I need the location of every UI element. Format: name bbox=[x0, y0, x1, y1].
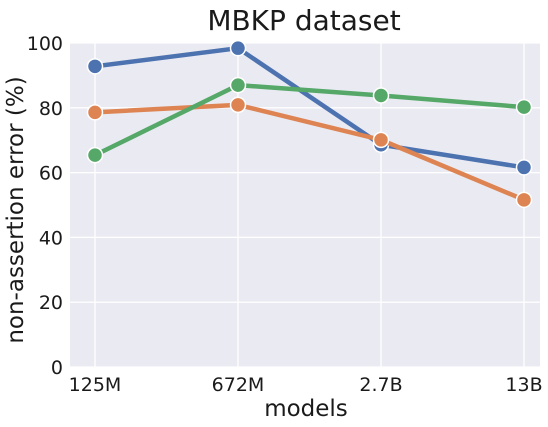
x-tick-label: 125M bbox=[69, 374, 122, 396]
y-tick-label: 100 bbox=[27, 33, 63, 55]
series-line bbox=[92, 45, 527, 170]
x-tick-label: 672M bbox=[212, 374, 265, 396]
x-tick-label: 13B bbox=[505, 374, 542, 396]
data-point bbox=[515, 159, 533, 176]
data-point bbox=[515, 191, 533, 209]
data-point bbox=[86, 58, 104, 75]
data-point bbox=[515, 98, 533, 116]
x-axis-label: models bbox=[264, 396, 348, 422]
y-axis-label: non-assertion error (%) bbox=[3, 76, 29, 343]
y-tick-label: 20 bbox=[39, 292, 63, 314]
y-tick-labels: 0 20 40 60 80 100 bbox=[27, 33, 63, 379]
x-tick-labels: 125M 672M 2.7B 13B bbox=[69, 374, 543, 396]
y-tick-label: 0 bbox=[51, 357, 63, 379]
y-tick-label: 80 bbox=[39, 98, 63, 120]
data-point bbox=[86, 146, 104, 164]
y-tick-label: 60 bbox=[39, 163, 63, 185]
y-tick-label: 40 bbox=[39, 227, 63, 249]
series-2 bbox=[86, 96, 533, 209]
data-point bbox=[372, 131, 390, 149]
series-line bbox=[92, 102, 527, 203]
plot-background bbox=[70, 43, 540, 367]
chart-title: MBKP dataset bbox=[207, 4, 400, 37]
data-point bbox=[229, 76, 247, 94]
data-point bbox=[372, 87, 390, 104]
series-3 bbox=[86, 76, 533, 164]
x-tick-label: 2.7B bbox=[359, 374, 402, 396]
series-layer bbox=[86, 39, 533, 209]
data-point bbox=[229, 39, 247, 57]
series-line bbox=[92, 82, 527, 158]
data-point bbox=[86, 104, 104, 121]
data-point bbox=[229, 96, 247, 114]
